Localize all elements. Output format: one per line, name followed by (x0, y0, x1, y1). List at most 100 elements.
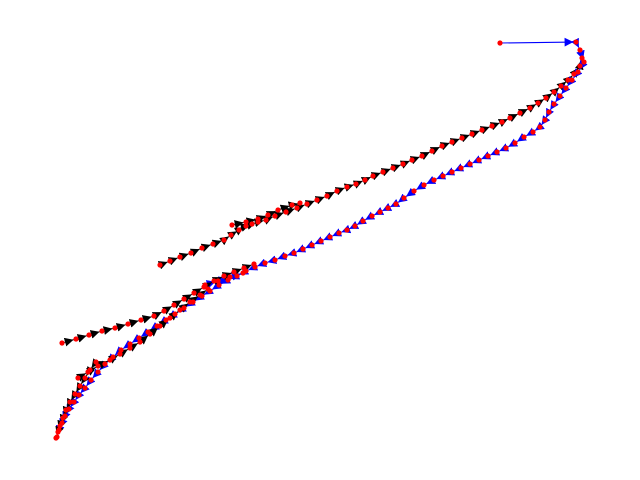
graph-node (439, 143, 445, 149)
graph-node (476, 157, 482, 163)
graph-node (99, 328, 105, 334)
graph-node (579, 55, 585, 61)
graph-node (177, 254, 183, 260)
graph-node (494, 149, 500, 155)
graph-node (318, 238, 324, 244)
graph-node (289, 202, 295, 208)
graph-node (251, 261, 257, 267)
graph-node (499, 119, 505, 125)
graph-node (573, 39, 579, 45)
graph-node (191, 290, 197, 296)
graph-node (479, 127, 485, 133)
graph-node (527, 105, 533, 111)
graph-node (334, 188, 340, 194)
graph-node (503, 145, 509, 151)
graph-node (87, 367, 93, 373)
graph-node (362, 177, 368, 183)
graph-node (118, 347, 124, 353)
graph-node (151, 313, 157, 319)
graph-node (297, 200, 303, 206)
graph-node (73, 336, 79, 342)
graph-node (157, 323, 163, 329)
graph-node (102, 361, 108, 367)
graph-node (205, 286, 211, 292)
graph-node (507, 115, 513, 121)
graph-node (75, 375, 81, 381)
graph-node (291, 250, 297, 256)
graph-node (177, 307, 183, 313)
graph-node (294, 205, 300, 211)
graph-node (390, 165, 396, 171)
graph-node (336, 230, 342, 236)
graph-node (324, 193, 330, 199)
graph-node (210, 241, 216, 247)
graph-node (497, 40, 503, 46)
graph-node (227, 274, 233, 280)
graph-node (575, 69, 581, 75)
graph-node (53, 435, 59, 441)
graph-node (82, 385, 88, 391)
graph-node (157, 262, 163, 268)
graph-node (409, 157, 415, 163)
graph-node (401, 195, 407, 201)
graph-node (304, 201, 310, 207)
graph-node (127, 341, 133, 347)
graph-node (300, 246, 306, 252)
graph-node (136, 335, 142, 341)
graph-node (63, 407, 69, 413)
graph-node (459, 135, 465, 141)
graph-node (112, 325, 118, 331)
graph-node (215, 278, 221, 284)
graph-node (551, 101, 557, 107)
graph-node (360, 218, 366, 224)
graph-node (243, 219, 249, 225)
graph-node (187, 299, 193, 305)
graph-node (59, 340, 65, 346)
graph-node (188, 250, 194, 256)
graph-node (181, 296, 187, 302)
graph-node (265, 212, 271, 218)
graph-node (199, 245, 205, 251)
graph-node (327, 234, 333, 240)
graph-node (530, 129, 536, 135)
graph-node (577, 47, 583, 53)
graph-node (161, 308, 167, 314)
graph-node (419, 153, 425, 159)
graph-node (229, 222, 235, 228)
graph-node (558, 83, 564, 89)
graph-node (95, 369, 101, 375)
graph-node (171, 302, 177, 308)
graph-node (542, 117, 548, 123)
blue-right-path-edge (499, 37, 574, 47)
graph-node (411, 188, 417, 194)
graph-node (577, 63, 583, 69)
graph-node (571, 71, 577, 77)
graph-node (117, 351, 123, 357)
graph-node (272, 213, 278, 219)
graph-node (255, 216, 261, 222)
graph-node (163, 317, 169, 323)
graph-node (449, 139, 455, 145)
graph-node (172, 311, 178, 317)
graph-node (380, 169, 386, 175)
graph-node (221, 273, 227, 279)
graph-node (535, 100, 541, 106)
graph-node (485, 153, 491, 159)
graph-node (57, 423, 63, 429)
graph-node (565, 77, 571, 83)
graph-node (71, 399, 77, 405)
graph-node (243, 223, 249, 229)
graph-node (517, 110, 523, 116)
graph-node (429, 148, 435, 154)
graph-node (211, 278, 217, 284)
graph-node (125, 321, 131, 327)
graph-node (458, 165, 464, 171)
graph-node (551, 89, 557, 95)
graph-node (236, 227, 242, 233)
graph-node (537, 124, 543, 130)
graph-node (249, 221, 255, 227)
graph-node (228, 232, 234, 238)
graph-node (272, 257, 278, 263)
graph-node (77, 383, 83, 389)
graph-node (167, 258, 173, 264)
